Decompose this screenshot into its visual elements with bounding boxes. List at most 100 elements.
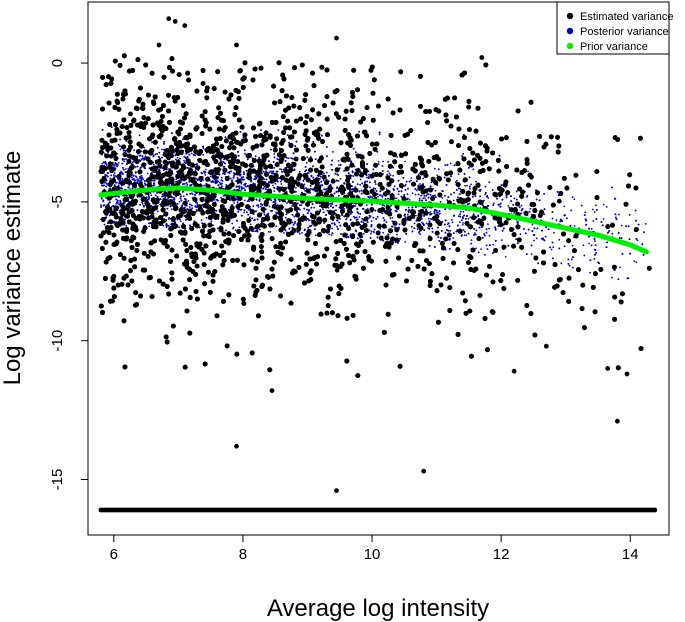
posterior-variance-point: [393, 185, 396, 188]
posterior-variance-point: [404, 241, 407, 243]
posterior-variance-point: [118, 211, 121, 214]
posterior-variance-point: [347, 236, 350, 239]
posterior-variance-point: [498, 154, 501, 157]
posterior-variance-point: [358, 130, 361, 133]
posterior-variance-point: [176, 156, 179, 159]
posterior-variance-point: [275, 225, 278, 228]
posterior-variance-point: [238, 226, 241, 229]
posterior-variance-point: [360, 192, 363, 195]
posterior-variance-point: [236, 176, 239, 179]
posterior-variance-point: [183, 159, 185, 162]
posterior-variance-point: [306, 156, 309, 159]
posterior-variance-point: [592, 220, 595, 222]
posterior-variance-point: [279, 180, 282, 183]
posterior-variance-point: [312, 176, 315, 179]
posterior-variance-point: [530, 253, 533, 255]
posterior-variance-point: [205, 168, 207, 171]
posterior-variance-point: [161, 148, 163, 151]
posterior-variance-point: [552, 246, 555, 249]
posterior-variance-point: [257, 206, 260, 209]
posterior-variance-point: [136, 180, 139, 183]
posterior-variance-point: [487, 223, 489, 226]
posterior-variance-point: [210, 220, 213, 223]
posterior-variance-point: [441, 196, 444, 199]
posterior-variance-point: [272, 184, 274, 187]
posterior-variance-point: [240, 182, 243, 185]
posterior-variance-point: [240, 208, 243, 211]
posterior-variance-point: [172, 198, 175, 201]
posterior-variance-point: [372, 216, 375, 219]
posterior-variance-point: [571, 196, 574, 199]
posterior-variance-point: [328, 233, 331, 236]
posterior-variance-point: [611, 232, 614, 235]
posterior-variance-point: [492, 243, 494, 246]
posterior-variance-point: [513, 212, 515, 215]
posterior-variance-point: [352, 175, 355, 178]
posterior-variance-point: [141, 201, 144, 204]
posterior-variance-point: [238, 187, 241, 190]
posterior-variance-point: [533, 239, 535, 242]
posterior-variance-point: [459, 215, 462, 218]
posterior-variance-point: [453, 191, 455, 194]
posterior-variance-point: [427, 217, 430, 220]
posterior-variance-point: [275, 187, 278, 190]
posterior-variance-point: [475, 247, 477, 250]
posterior-variance-point: [625, 225, 627, 228]
posterior-variance-point: [605, 206, 608, 208]
posterior-variance-point: [535, 237, 538, 240]
posterior-variance-point: [461, 223, 464, 226]
posterior-variance-point: [184, 219, 187, 221]
posterior-variance-point: [520, 204, 523, 207]
posterior-variance-point: [422, 177, 425, 180]
posterior-variance-point: [322, 179, 325, 182]
posterior-variance-point: [249, 216, 251, 219]
posterior-variance-point: [617, 278, 620, 280]
posterior-variance-point: [370, 232, 372, 235]
posterior-variance-point: [133, 149, 136, 152]
posterior-variance-point: [352, 215, 355, 218]
posterior-variance-point: [585, 219, 587, 222]
posterior-variance-point: [396, 233, 398, 236]
posterior-variance-point: [572, 266, 574, 269]
posterior-variance-point: [128, 184, 131, 187]
posterior-variance-point: [501, 239, 503, 242]
posterior-variance-point: [119, 148, 122, 151]
posterior-variance-point: [425, 222, 428, 225]
posterior-variance-point: [314, 234, 317, 237]
posterior-variance-point: [104, 173, 106, 176]
posterior-variance-point: [356, 211, 359, 214]
posterior-variance-point: [614, 216, 617, 219]
posterior-variance-point: [270, 148, 272, 151]
posterior-variance-point: [181, 191, 184, 193]
posterior-variance-point: [643, 231, 645, 234]
posterior-variance-point: [568, 264, 571, 267]
posterior-variance-point: [467, 218, 470, 220]
posterior-variance-point: [483, 234, 486, 237]
posterior-variance-point: [456, 179, 458, 182]
posterior-variance-point: [392, 174, 395, 177]
posterior-variance-point: [156, 146, 159, 149]
posterior-variance-point: [555, 219, 558, 222]
posterior-variance-point: [194, 210, 197, 213]
posterior-variance-point: [285, 156, 288, 159]
posterior-variance-point: [410, 179, 412, 182]
posterior-variance-point: [148, 225, 151, 228]
posterior-variance-point: [143, 158, 146, 161]
posterior-variance-point: [279, 168, 281, 170]
posterior-variance-point: [278, 200, 281, 202]
posterior-variance-point: [203, 184, 206, 187]
posterior-variance-point: [141, 203, 144, 205]
posterior-variance-point: [414, 193, 417, 196]
posterior-variance-point: [472, 168, 475, 171]
posterior-variance-point: [602, 203, 605, 206]
posterior-variance-point: [338, 167, 341, 170]
posterior-variance-point: [475, 229, 478, 232]
posterior-variance-point: [228, 170, 231, 173]
posterior-variance-point: [476, 203, 479, 206]
posterior-variance-point: [216, 198, 218, 201]
posterior-variance-point: [113, 174, 115, 177]
posterior-variance-point: [366, 180, 369, 183]
posterior-variance-point: [337, 174, 340, 177]
posterior-variance-point: [383, 205, 386, 207]
posterior-variance-point: [444, 194, 446, 197]
